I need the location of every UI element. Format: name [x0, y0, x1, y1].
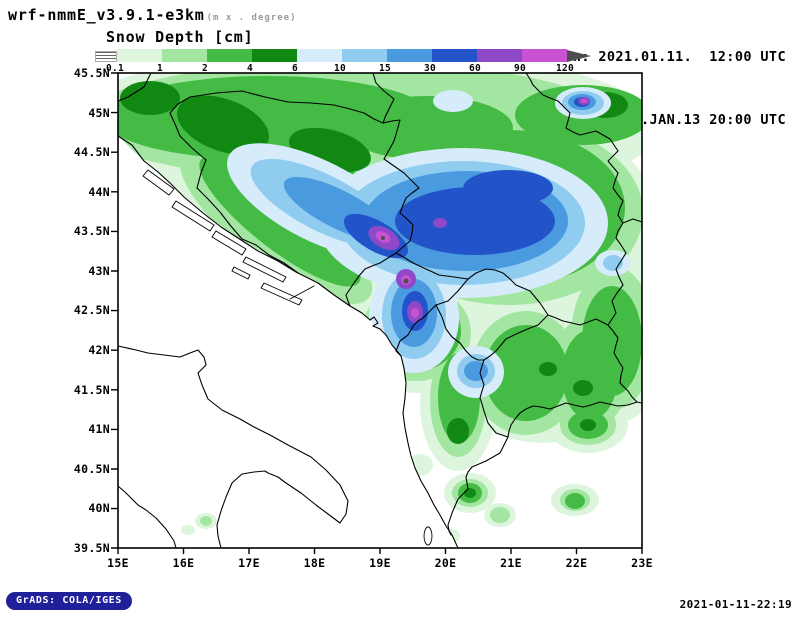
latitude-axis-label: 45N	[88, 105, 110, 120]
latitude-axis-label: 41N	[88, 422, 110, 437]
coastlines	[117, 135, 459, 549]
latitude-axis-label: 45.5N	[73, 66, 110, 80]
latitude-axis-label: 42.5N	[73, 303, 110, 318]
legend-color-box	[387, 49, 432, 62]
legend-color-box	[432, 49, 477, 62]
latitude-axis-label: 41.5N	[73, 382, 110, 397]
plot-title: Snow Depth [cm]	[106, 28, 254, 46]
longitude-axis-label: 15E	[107, 556, 129, 570]
latitude-axis-label: 40N	[88, 501, 110, 516]
legend-tick-label: 60	[468, 63, 482, 74]
longitude-axis-label: 19E	[369, 556, 391, 570]
creation-timestamp: 2021-01-11-22:19	[679, 598, 792, 611]
legend-underflow-box	[95, 51, 117, 62]
legend-tick-label: 10	[333, 63, 347, 74]
model-units: (m x . degree)	[206, 13, 297, 23]
map-frame	[117, 72, 643, 549]
legend-overflow-arrow	[567, 50, 591, 62]
legend-tick-label: 4	[246, 63, 254, 74]
latitude-axis-label: 44.5N	[73, 145, 110, 160]
map-frame-and-ticks	[111, 72, 643, 554]
latitude-axis-label: 39.5N	[73, 540, 110, 555]
legend-tick-label: 120	[555, 63, 575, 74]
model-line: wrf-nmmE_v3.9.1-e3km (m x . degree)	[8, 6, 296, 24]
longitude-axis-label: 17E	[238, 556, 260, 570]
longitude-axis-label: 16E	[172, 556, 195, 570]
longitude-axis-label: 20E	[434, 556, 457, 570]
field-over-120cm	[381, 236, 409, 284]
legend-tick-label: 0.1	[105, 63, 125, 74]
longitude-axis-label: 18E	[303, 556, 326, 570]
snow-depth-field	[118, 73, 642, 544]
legend-bar: 0.1 1 2 4 6 10 15 30 60 90 120	[95, 49, 591, 75]
legend-tick-label: 2	[201, 63, 209, 74]
latitude-axis-label: 42N	[88, 343, 110, 358]
legend-color-box	[252, 49, 297, 62]
grads-stamp: GrADS: COLA/IGES	[6, 592, 132, 610]
snow-field-italy	[181, 513, 217, 535]
legend-tick-label: 15	[378, 63, 392, 74]
longitude-axis-label: 23E	[631, 556, 653, 570]
legend-tick-labels: 0.1 1 2 4 6 10 15 30 60 90 120	[95, 63, 591, 75]
legend-color-box	[522, 49, 567, 62]
model-name: wrf-nmmE_v3.9.1-e3km	[8, 6, 205, 24]
legend-color-box	[477, 49, 522, 62]
adriatic-islands	[142, 169, 315, 306]
latitude-axis-label: 43N	[88, 263, 110, 278]
legend-tick-label: 30	[423, 63, 437, 74]
map-canvas	[111, 72, 643, 554]
longitude-axis-label: 22E	[565, 556, 588, 570]
italy-tyrrhenian-coastline	[117, 485, 177, 549]
legend-tick-label: 90	[513, 63, 527, 74]
legend-tick-label: 6	[291, 63, 299, 74]
field-4-6cm	[120, 81, 628, 498]
country-borders	[117, 72, 643, 536]
longitude-tick-marks	[117, 548, 643, 554]
latitude-axis-label: 44N	[88, 184, 110, 199]
legend-color-box	[342, 49, 387, 62]
longitude-axis-label: 21E	[500, 556, 522, 570]
balkan-coastline	[117, 135, 459, 549]
legend-color-boxes	[95, 49, 591, 62]
latitude-tick-marks	[111, 72, 118, 549]
italy-adriatic-coastline	[117, 345, 349, 549]
latitude-axis-label: 43.5N	[73, 224, 110, 239]
legend-color-box	[297, 49, 342, 62]
legend-color-box	[162, 49, 207, 62]
legend-tick-label: 1	[156, 63, 164, 74]
corfu-island	[423, 526, 433, 546]
latitude-axis-label: 40.5N	[73, 461, 110, 476]
legend-color-box	[117, 49, 162, 62]
legend-color-box	[207, 49, 252, 62]
